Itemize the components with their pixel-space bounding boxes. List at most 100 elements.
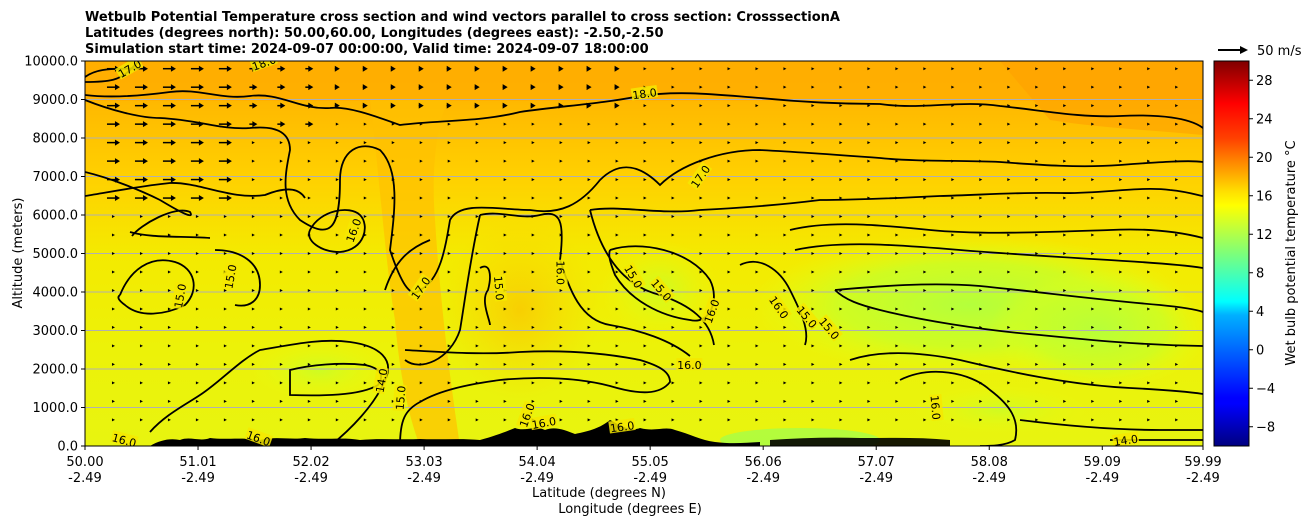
wind-vector — [811, 418, 815, 422]
wind-vector — [503, 362, 507, 366]
wind-vector — [895, 122, 899, 126]
wind-vector — [1175, 141, 1179, 145]
y-tick-label: 5000.0 — [33, 247, 79, 262]
wind-vector — [923, 362, 927, 366]
wind-vector — [223, 399, 227, 403]
wind-vector — [1091, 307, 1095, 311]
wind-vector — [335, 381, 339, 385]
wind-vector — [134, 139, 148, 146]
wind-vector — [195, 418, 199, 422]
wind-vector — [867, 270, 871, 274]
wind-vector — [1091, 381, 1095, 385]
x-tick-label-lat: 50.00 — [66, 455, 103, 470]
wind-vector — [363, 325, 367, 329]
colorbar-gradient — [1213, 60, 1250, 447]
wind-vector — [363, 233, 367, 237]
contour-label-bg — [608, 418, 636, 434]
wind-vector — [1175, 399, 1179, 403]
wind-vector — [867, 85, 871, 89]
wind-vector — [895, 270, 899, 274]
wind-vector — [1119, 307, 1123, 311]
wind-vector — [139, 418, 143, 422]
wind-vector — [139, 344, 143, 348]
wind-vector — [1175, 307, 1179, 311]
wind-vector — [755, 362, 759, 366]
wind-vector — [1119, 141, 1123, 145]
wind-vector — [279, 233, 283, 237]
wind-vector — [895, 252, 899, 255]
wind-vector — [979, 344, 983, 348]
wind-vector — [951, 418, 955, 422]
contour-label-bg — [929, 393, 944, 421]
wind-vector — [923, 141, 927, 145]
wind-vector — [362, 102, 368, 109]
wind-vector — [139, 381, 143, 385]
wind-vector — [839, 381, 843, 385]
wind-vector — [727, 381, 731, 385]
quiver-key-arrow-head — [1240, 46, 1248, 54]
wind-vector — [1091, 418, 1095, 422]
wind-vector — [1175, 122, 1179, 126]
wind-vector — [139, 307, 143, 311]
wind-vector — [586, 84, 592, 91]
wind-vector — [363, 122, 367, 126]
x-tick-label-lat: 57.07 — [858, 455, 895, 470]
wind-vector — [503, 344, 507, 348]
wind-vector — [531, 178, 535, 182]
wind-vector — [391, 399, 395, 403]
wind-vector — [363, 196, 367, 200]
wind-vector — [363, 418, 367, 422]
wind-vector — [134, 102, 148, 109]
wind-vector — [335, 252, 339, 255]
wind-vector — [895, 196, 899, 200]
wind-vector — [979, 362, 983, 366]
wind-vector — [755, 233, 759, 237]
wind-vector — [279, 399, 283, 403]
wind-vector — [951, 141, 955, 145]
wind-vector — [923, 122, 927, 126]
wind-vector — [839, 362, 843, 366]
wind-vector — [419, 252, 423, 255]
wind-vector — [699, 325, 703, 329]
wind-vector — [1091, 85, 1095, 89]
wind-vector — [643, 399, 647, 403]
wind-vector — [475, 344, 479, 348]
wind-vector — [755, 252, 759, 255]
wind-vector — [249, 121, 258, 128]
wind-vector — [895, 215, 899, 219]
wind-vector — [559, 381, 563, 385]
wind-vector — [979, 288, 983, 292]
wind-vector — [106, 195, 120, 202]
wind-vector — [531, 233, 535, 237]
wind-vector — [190, 84, 204, 91]
wind-vector — [1091, 233, 1095, 237]
wind-vector — [531, 196, 535, 200]
wind-vector — [335, 159, 339, 163]
wind-vector — [363, 307, 367, 311]
y-tick-label: 3000.0 — [33, 324, 79, 339]
wind-vector — [503, 399, 507, 403]
wind-vector — [503, 307, 507, 311]
wind-vector — [419, 178, 423, 182]
wind-vector — [839, 178, 843, 182]
wind-vector — [503, 215, 507, 219]
wind-vector — [531, 122, 535, 126]
wind-vector — [475, 307, 479, 311]
wind-vector — [755, 85, 759, 89]
wind-vector — [531, 288, 535, 292]
wind-vector — [951, 381, 955, 385]
wind-vector — [783, 122, 787, 126]
wind-vector — [446, 84, 452, 91]
wind-vector — [1063, 307, 1067, 311]
wind-vector — [671, 307, 675, 311]
wind-vector — [1007, 399, 1011, 403]
terrain-lowland — [770, 437, 950, 446]
wind-vector — [727, 122, 731, 126]
wind-vector — [1175, 85, 1179, 89]
x-axis: 50.00-2.4951.01-2.4952.02-2.4953.03-2.49… — [66, 446, 1222, 486]
wind-vector — [190, 176, 204, 183]
wind-vector — [419, 362, 423, 366]
wind-vector — [1147, 399, 1151, 403]
wind-vector — [531, 399, 535, 403]
wind-vector — [727, 104, 731, 108]
